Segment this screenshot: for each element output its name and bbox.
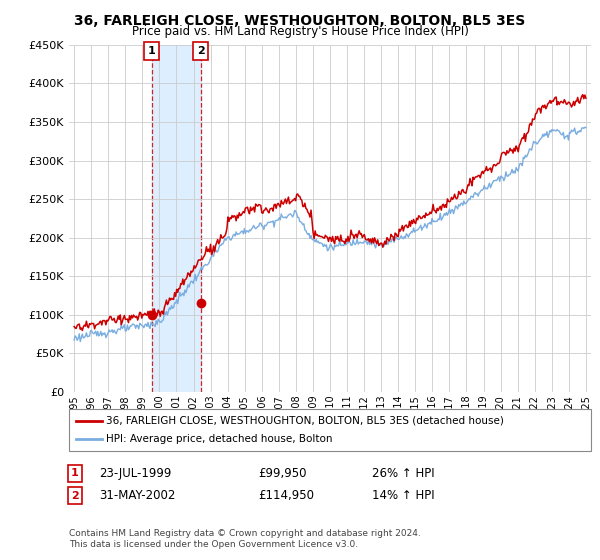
Text: 2: 2 xyxy=(197,46,205,56)
Text: 14% ↑ HPI: 14% ↑ HPI xyxy=(372,489,434,502)
Bar xyxy=(152,45,200,392)
Text: 36, FARLEIGH CLOSE, WESTHOUGHTON, BOLTON, BL5 3ES: 36, FARLEIGH CLOSE, WESTHOUGHTON, BOLTON… xyxy=(74,14,526,28)
Text: 31-MAY-2002: 31-MAY-2002 xyxy=(99,489,175,502)
Text: £99,950: £99,950 xyxy=(258,466,307,480)
Text: 1: 1 xyxy=(71,468,79,478)
Text: 1: 1 xyxy=(148,46,155,56)
Text: 23-JUL-1999: 23-JUL-1999 xyxy=(99,466,172,480)
Text: HPI: Average price, detached house, Bolton: HPI: Average price, detached house, Bolt… xyxy=(106,434,332,444)
Text: 2: 2 xyxy=(71,491,79,501)
Text: 36, FARLEIGH CLOSE, WESTHOUGHTON, BOLTON, BL5 3ES (detached house): 36, FARLEIGH CLOSE, WESTHOUGHTON, BOLTON… xyxy=(106,416,504,426)
Text: 26% ↑ HPI: 26% ↑ HPI xyxy=(372,466,434,480)
Text: Price paid vs. HM Land Registry's House Price Index (HPI): Price paid vs. HM Land Registry's House … xyxy=(131,25,469,38)
Text: £114,950: £114,950 xyxy=(258,489,314,502)
Text: Contains HM Land Registry data © Crown copyright and database right 2024.
This d: Contains HM Land Registry data © Crown c… xyxy=(69,529,421,549)
